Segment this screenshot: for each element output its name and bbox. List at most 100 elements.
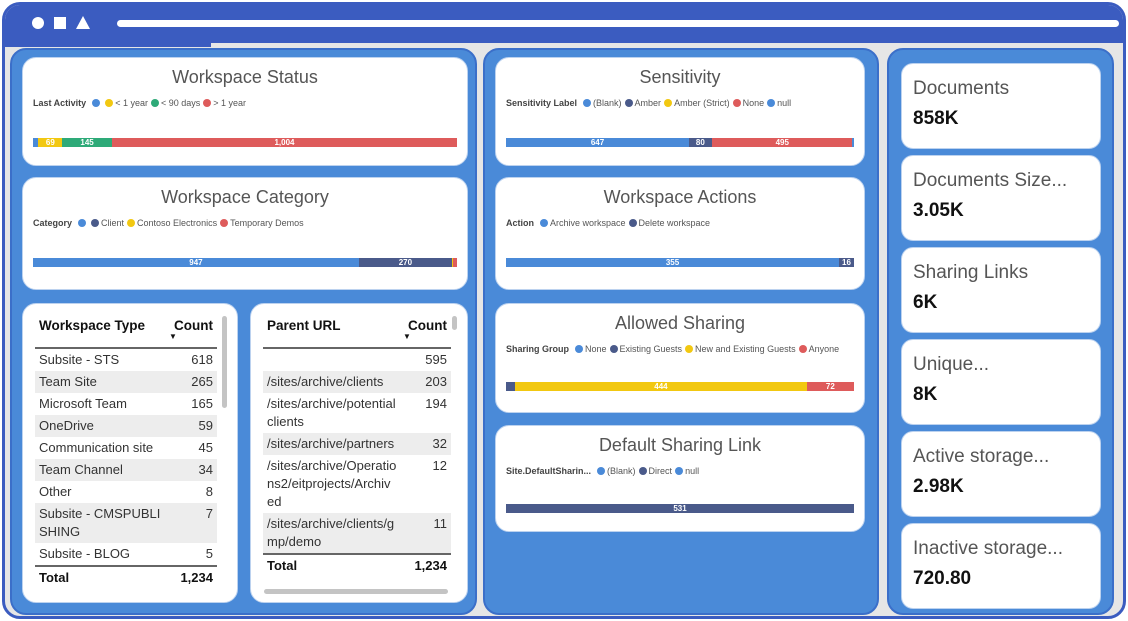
table-row[interactable]: /sites/archive/potentialclients 194 (263, 393, 451, 433)
bar-segment[interactable]: 495 (712, 138, 853, 147)
bar-segment[interactable]: 647 (506, 138, 690, 147)
legend-item[interactable]: Archive workspace (540, 218, 626, 228)
legend-label: Temporary Demos (230, 218, 304, 228)
table-row[interactable]: Other 8 (35, 481, 217, 503)
workspace-actions-card: Workspace Actions Action Archive workspace… (495, 177, 865, 290)
bar-segment[interactable]: 16 (838, 258, 854, 267)
table-row[interactable]: Team Site 265 (35, 371, 217, 393)
bar-segment[interactable]: 531 (506, 504, 854, 513)
kpi-label: Unique... (913, 354, 990, 375)
legend-label: Amber (Strict) (674, 98, 730, 108)
legend-item[interactable]: Existing Guests (609, 344, 682, 354)
legend-label: (Blank) (593, 98, 622, 108)
bar-segment[interactable] (506, 382, 516, 391)
legend-title: Sensitivity Label (506, 98, 578, 108)
legend-item[interactable]: (Blank) (583, 98, 622, 108)
kpi-card[interactable]: Documents 858K (901, 63, 1101, 149)
kpi-value: 858K (913, 108, 959, 129)
bar-segment[interactable]: 69 (38, 138, 63, 147)
legend-dot-icon (664, 99, 673, 107)
legend-item[interactable]: null (675, 466, 699, 476)
bar-segment[interactable]: 1,004 (112, 138, 457, 147)
bar-segment[interactable] (33, 138, 39, 147)
kpi-card[interactable]: Sharing Links 6K (901, 247, 1101, 333)
cell-count: 11 (433, 516, 448, 531)
legend-item[interactable]: > 1 year (203, 98, 246, 108)
legend-dot-icon (150, 99, 159, 107)
cell-count: 5 (205, 546, 213, 561)
column-header-count[interactable]: Count ▼ (401, 318, 451, 347)
kpi-card[interactable]: Inactive storage... 720.80 (901, 523, 1101, 609)
chart-title: Sensitivity (639, 67, 721, 87)
legend-item[interactable]: Contoso Electronics (127, 218, 217, 228)
cell-name: Microsoft Team (39, 396, 127, 411)
cell-count: 595 (425, 352, 447, 367)
table-row[interactable]: Subsite - CMSPUBLISHING 7 (35, 503, 217, 543)
table-row[interactable]: Microsoft Team 165 (35, 393, 217, 415)
bar-segment[interactable] (451, 258, 453, 267)
legend-item[interactable]: Delete workspace (628, 218, 710, 228)
bar-segment[interactable]: 72 (806, 382, 854, 391)
legend-item[interactable]: < 1 year (105, 98, 148, 108)
total-value: 1,234 (180, 570, 213, 585)
column-header[interactable]: Parent URL (267, 318, 341, 333)
cell-count: 194 (425, 396, 447, 411)
table-row[interactable]: /sites/archive/clients/gmp/demo 11 (263, 513, 451, 553)
cell-count: 8 (205, 484, 213, 499)
bar-segment[interactable] (852, 138, 854, 147)
legend-item[interactable]: < 90 days (150, 98, 200, 108)
table-row[interactable]: 595 (263, 349, 451, 371)
bar-segment[interactable]: 80 (689, 138, 712, 147)
bar-segment[interactable]: 444 (515, 382, 807, 391)
vertical-scrollbar[interactable] (452, 316, 457, 330)
legend-item[interactable]: None (732, 98, 764, 108)
kpi-card[interactable]: Unique... 8K (901, 339, 1101, 425)
legend-item[interactable] (78, 218, 88, 228)
table-row[interactable]: Subsite - BLOG 5 (35, 543, 217, 565)
kpi-card[interactable]: Active storage... 2.98K (901, 431, 1101, 517)
column-header-count[interactable]: Count ▼ (167, 318, 217, 347)
legend-item[interactable]: None (575, 344, 607, 354)
table-row[interactable]: OneDrive 59 (35, 415, 217, 437)
cell-name: Other (39, 484, 72, 499)
vertical-scrollbar[interactable] (222, 316, 227, 408)
legend-item[interactable] (92, 98, 102, 108)
table-row[interactable]: /sites/archive/Operations2/eitprojects/A… (263, 455, 451, 513)
bar-segment[interactable]: 145 (62, 138, 112, 147)
kpi-card[interactable]: Documents Size... 3.05K (901, 155, 1101, 241)
legend-item[interactable]: Client (91, 218, 124, 228)
legend-item[interactable]: Amber (Strict) (664, 98, 730, 108)
cell-name: Subsite - STS (39, 352, 120, 367)
legend-item[interactable]: (Blank) (597, 466, 636, 476)
address-bar[interactable] (117, 20, 1119, 27)
bar-segment[interactable] (711, 138, 713, 147)
bar-segment[interactable]: 355 (506, 258, 839, 267)
legend-dot-icon (628, 219, 637, 227)
table-row[interactable]: Subsite - STS 618 (35, 349, 217, 371)
legend-title: Sharing Group (506, 344, 569, 354)
legend-label: Contoso Electronics (137, 218, 218, 228)
legend-item[interactable]: Amber (624, 98, 661, 108)
table-header: Workspace Type Count ▼ (35, 316, 217, 349)
legend-item[interactable]: New and Existing Guests (685, 344, 796, 354)
table-row[interactable]: Team Channel 34 (35, 459, 217, 481)
legend-item[interactable]: Direct (638, 466, 672, 476)
legend-item[interactable]: Temporary Demos (220, 218, 304, 228)
bar-segment[interactable]: 270 (358, 258, 452, 267)
sort-descending-icon[interactable]: ▼ (403, 332, 411, 341)
legend-item[interactable]: null (767, 98, 791, 108)
legend-item[interactable]: Anyone (798, 344, 839, 354)
horizontal-scrollbar[interactable] (264, 589, 448, 594)
column-header[interactable]: Workspace Type (39, 318, 146, 333)
bar-segment[interactable]: 947 (33, 258, 359, 267)
table-row[interactable]: /sites/archive/partners 32 (263, 433, 451, 455)
stacked-bar: 69 145 1,004 (33, 138, 457, 147)
bar-segment[interactable] (452, 258, 457, 267)
cell-count: 45 (198, 440, 213, 455)
chart-title: Workspace Category (161, 187, 329, 207)
title-bar (5, 5, 1123, 43)
sort-descending-icon[interactable]: ▼ (169, 332, 177, 341)
table-row[interactable]: Communication site 45 (35, 437, 217, 459)
kpi-label: Inactive storage... (913, 538, 1063, 559)
table-row[interactable]: /sites/archive/clients 203 (263, 371, 451, 393)
